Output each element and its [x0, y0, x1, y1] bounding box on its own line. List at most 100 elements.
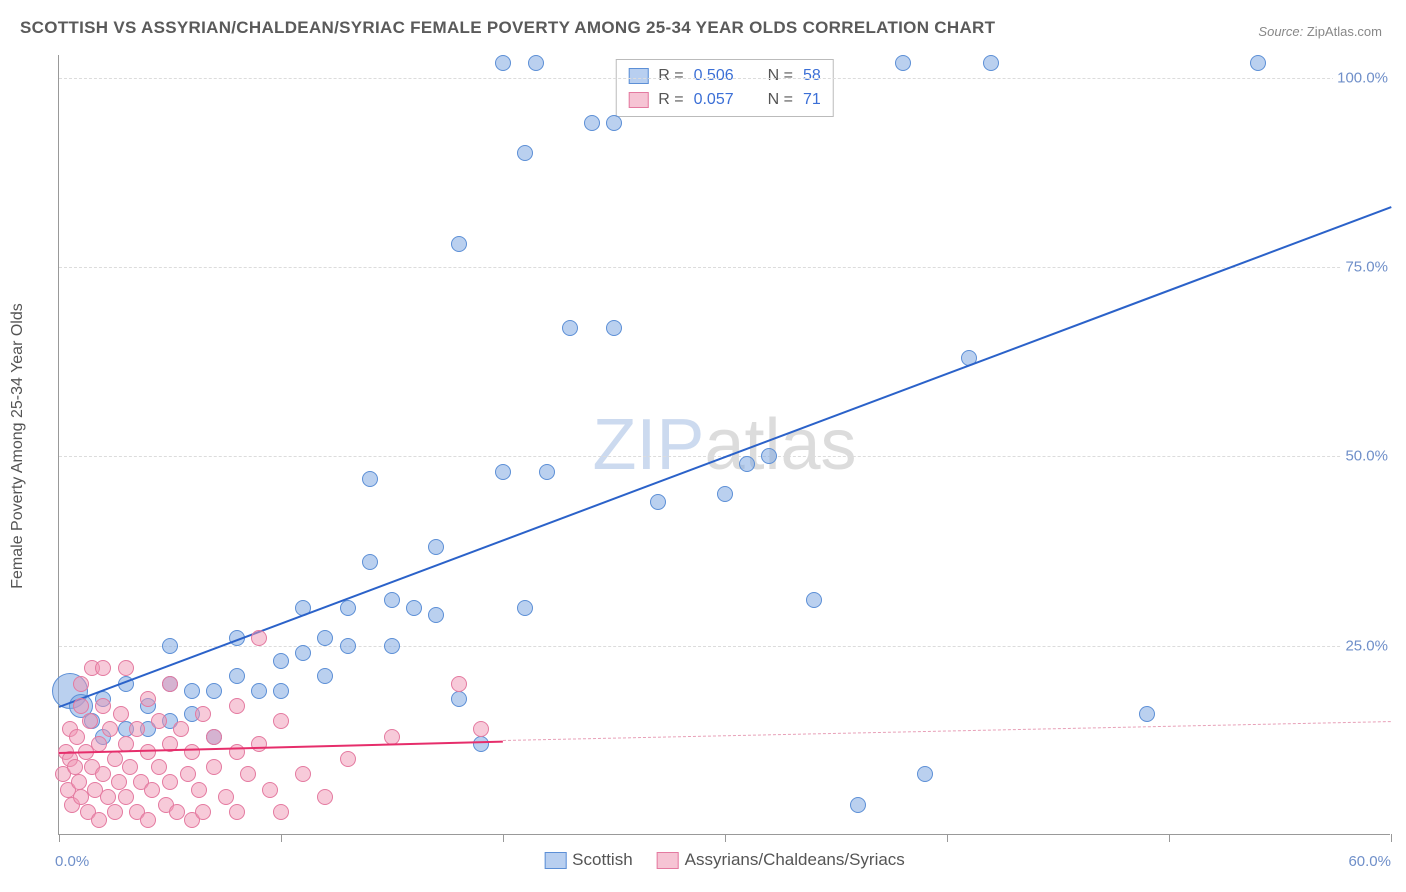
legend-r-label: R = [658, 64, 683, 88]
data-point-scottish [528, 55, 544, 71]
data-point-assyrian [317, 789, 333, 805]
data-point-scottish [606, 320, 622, 336]
data-point-assyrian [140, 691, 156, 707]
data-point-scottish [650, 494, 666, 510]
data-point-scottish [340, 638, 356, 654]
legend-label: Scottish [572, 850, 632, 869]
legend-item: Scottish [544, 850, 632, 870]
y-axis-label: Female Poverty Among 25-34 Year Olds [9, 303, 27, 589]
x-tick-label: 0.0% [55, 853, 89, 870]
data-point-assyrian [273, 804, 289, 820]
legend-row: R = 0.057 N = 71 [628, 88, 821, 112]
data-point-assyrian [107, 751, 123, 767]
legend-n-label: N = [768, 64, 793, 88]
data-point-assyrian [206, 759, 222, 775]
data-point-assyrian [151, 713, 167, 729]
data-point-scottish [251, 683, 267, 699]
data-point-assyrian [473, 721, 489, 737]
data-point-assyrian [100, 789, 116, 805]
data-point-scottish [206, 683, 222, 699]
data-point-scottish [229, 668, 245, 684]
legend-swatch [657, 852, 679, 869]
data-point-assyrian [73, 698, 89, 714]
data-point-scottish [983, 55, 999, 71]
data-point-scottish [717, 486, 733, 502]
legend-swatch [628, 68, 648, 84]
series-legend: Scottish Assyrians/Chaldeans/Syriacs [544, 850, 905, 870]
data-point-assyrian [184, 744, 200, 760]
data-point-scottish [495, 464, 511, 480]
data-point-scottish [606, 115, 622, 131]
data-point-scottish [384, 592, 400, 608]
data-point-scottish [273, 683, 289, 699]
legend-n-value: 71 [803, 88, 821, 112]
data-point-scottish [162, 638, 178, 654]
legend-item: Assyrians/Chaldeans/Syriacs [657, 850, 905, 870]
data-point-assyrian [340, 751, 356, 767]
data-point-assyrian [195, 804, 211, 820]
legend-r-value: 0.057 [694, 88, 734, 112]
data-point-assyrian [295, 766, 311, 782]
gridline [59, 267, 1390, 268]
data-point-assyrian [162, 774, 178, 790]
data-point-scottish [428, 607, 444, 623]
data-point-assyrian [67, 759, 83, 775]
data-point-assyrian [144, 782, 160, 798]
data-point-scottish [1250, 55, 1266, 71]
source-label: Source: [1258, 24, 1303, 39]
data-point-assyrian [251, 630, 267, 646]
correlation-legend: R =0.506N =58R =0.057N =71 [615, 59, 834, 117]
data-point-assyrian [82, 713, 98, 729]
data-point-assyrian [95, 766, 111, 782]
data-point-scottish [340, 600, 356, 616]
data-point-assyrian [118, 789, 134, 805]
data-point-scottish [850, 797, 866, 813]
legend-row: R =0.506N =58 [628, 64, 821, 88]
data-point-assyrian [273, 713, 289, 729]
data-point-assyrian [71, 774, 87, 790]
data-point-scottish [806, 592, 822, 608]
data-point-assyrian [95, 698, 111, 714]
data-point-scottish [362, 471, 378, 487]
data-point-assyrian [102, 721, 118, 737]
legend-r-value: 0.506 [694, 64, 734, 88]
data-point-scottish [473, 736, 489, 752]
data-point-assyrian [173, 721, 189, 737]
data-point-assyrian [384, 729, 400, 745]
data-point-scottish [1139, 706, 1155, 722]
data-point-assyrian [95, 660, 111, 676]
data-point-scottish [451, 691, 467, 707]
data-point-scottish [184, 683, 200, 699]
data-point-assyrian [206, 729, 222, 745]
data-point-scottish [539, 464, 555, 480]
data-point-scottish [761, 448, 777, 464]
source-credit: Source: ZipAtlas.com [1258, 24, 1382, 39]
watermark-zip: ZIP [592, 405, 704, 485]
data-point-assyrian [122, 759, 138, 775]
scatter-plot-area: ZIPatlas R =0.506N =58R =0.057N =71 Scot… [58, 55, 1390, 835]
data-point-assyrian [91, 736, 107, 752]
data-point-scottish [917, 766, 933, 782]
x-tick [281, 834, 282, 842]
data-point-assyrian [229, 804, 245, 820]
legend-n-label: N = [768, 88, 793, 112]
x-tick [947, 834, 948, 842]
gridline [59, 78, 1390, 79]
x-tick [725, 834, 726, 842]
data-point-assyrian [262, 782, 278, 798]
data-point-assyrian [151, 759, 167, 775]
data-point-assyrian [111, 774, 127, 790]
x-tick-label: 60.0% [1348, 853, 1391, 870]
data-point-scottish [384, 638, 400, 654]
data-point-assyrian [169, 804, 185, 820]
data-point-scottish [895, 55, 911, 71]
data-point-assyrian [69, 729, 85, 745]
data-point-scottish [362, 554, 378, 570]
data-point-scottish [317, 668, 333, 684]
legend-swatch [628, 92, 648, 108]
data-point-assyrian [251, 736, 267, 752]
data-point-scottish [317, 630, 333, 646]
legend-r-label: R = [658, 88, 683, 112]
data-point-assyrian [107, 804, 123, 820]
data-point-scottish [495, 55, 511, 71]
